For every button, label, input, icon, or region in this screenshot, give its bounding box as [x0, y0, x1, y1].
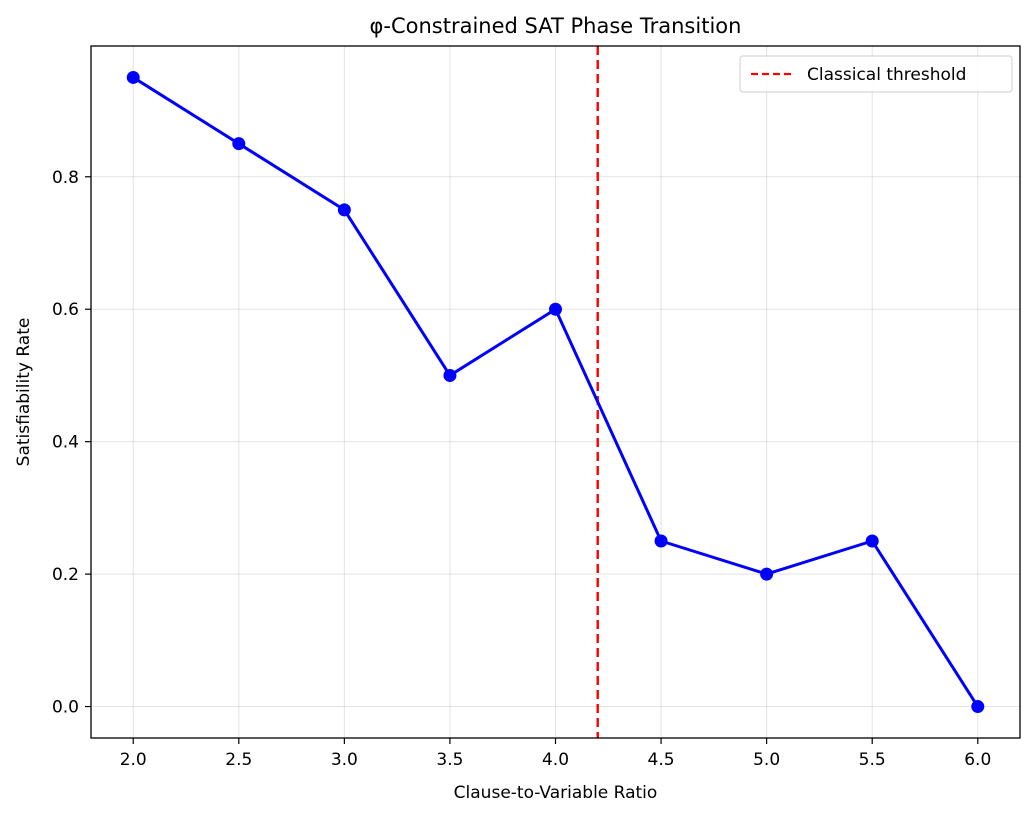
x-tick-label: 4.0	[542, 750, 569, 770]
x-tick-label: 2.5	[225, 750, 252, 770]
y-tick-label: 0.0	[52, 698, 79, 718]
data-point	[865, 534, 879, 548]
x-tick-label: 2.0	[120, 750, 147, 770]
data-point	[337, 203, 351, 217]
x-axis-ticks: 2.0 2.5 3.0 3.5 4.0 4.5 5.0 5.5 6.0	[120, 738, 991, 770]
data-point	[654, 534, 668, 548]
data-point	[232, 137, 246, 151]
x-tick-label: 6.0	[964, 750, 991, 770]
legend: Classical threshold	[739, 55, 1013, 93]
data-point	[971, 700, 985, 714]
x-tick-label: 3.5	[436, 750, 463, 770]
chart-title: φ-Constrained SAT Phase Transition	[370, 14, 742, 38]
data-point	[126, 70, 140, 84]
y-tick-label: 0.4	[52, 433, 79, 453]
data-point	[443, 368, 457, 382]
y-tick-label: 0.2	[52, 565, 79, 585]
data-series	[126, 70, 985, 714]
data-point	[760, 567, 774, 581]
y-tick-label: 0.6	[52, 300, 79, 320]
legend-box	[739, 55, 1013, 93]
grid	[91, 46, 1020, 738]
x-tick-label: 4.5	[648, 750, 675, 770]
x-tick-label: 3.0	[331, 750, 358, 770]
y-axis-ticks: 0.0 0.2 0.4 0.6 0.8	[52, 168, 91, 718]
y-axis-label: Satisfiability Rate	[14, 318, 34, 467]
y-tick-label: 0.8	[52, 168, 79, 188]
x-tick-label: 5.5	[859, 750, 886, 770]
legend-label-classical-threshold: Classical threshold	[807, 65, 966, 85]
x-axis-label: Clause-to-Variable Ratio	[454, 783, 658, 803]
x-tick-label: 5.0	[753, 750, 780, 770]
data-point	[549, 302, 562, 316]
